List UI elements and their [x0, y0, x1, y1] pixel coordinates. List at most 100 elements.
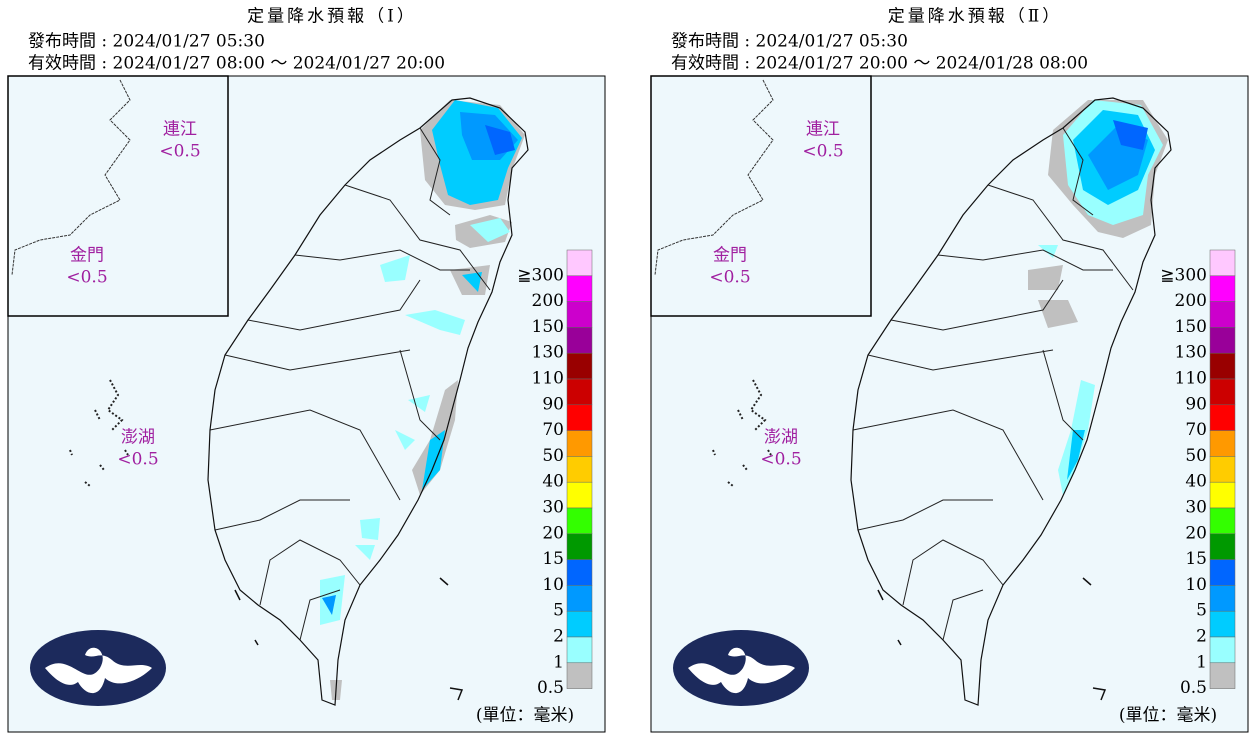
rain-area — [395, 430, 415, 450]
legend-swatch — [1209, 585, 1236, 612]
taiwan-land — [851, 98, 1171, 705]
legend-swatch — [566, 430, 593, 457]
legend-swatch — [1209, 249, 1236, 277]
county-border — [259, 539, 361, 606]
legend-swatch — [1209, 404, 1236, 431]
county-border — [857, 499, 993, 531]
legend-swatch — [1209, 352, 1236, 380]
legend-swatch — [566, 585, 593, 612]
county-border — [867, 349, 1054, 371]
issue-time: 發布時間 : 2024/01/27 05:30 — [671, 32, 908, 52]
legend-label: 110 — [1175, 369, 1207, 389]
county-border — [294, 249, 470, 271]
legend-label: 15 — [542, 549, 564, 569]
legend-label: 90 — [542, 394, 564, 414]
rain-area — [408, 395, 430, 412]
panel-title: 定量降水預報（Ⅰ） — [247, 7, 417, 27]
area-amount: <0.5 — [117, 450, 158, 470]
area-name: 連江 — [806, 120, 840, 140]
legend-swatch — [566, 662, 593, 689]
legend-swatch — [1209, 301, 1236, 328]
county-border — [214, 499, 350, 531]
legend-label: ≧300 — [517, 265, 564, 285]
area-amount: <0.5 — [802, 142, 843, 162]
penghu-islands — [69, 379, 129, 487]
rain-area — [1067, 430, 1085, 480]
legend-label: 130 — [532, 343, 564, 363]
legend-label: 40 — [542, 472, 564, 492]
legend-swatch — [1209, 327, 1236, 354]
legend-swatch — [1209, 636, 1236, 664]
area-name: 澎湖 — [764, 428, 798, 448]
unit-label: (單位：毫米) — [1119, 706, 1217, 726]
legend-swatch — [566, 352, 593, 380]
legend-swatch — [566, 378, 593, 406]
legend-label: 10 — [542, 575, 564, 595]
valid-time: 有效時間 : 2024/01/27 08:00 ～ 2024/01/27 20:… — [28, 54, 445, 74]
area-name: 金門 — [70, 246, 104, 266]
legend-swatch — [566, 456, 593, 483]
area-name: 金門 — [713, 246, 747, 266]
legend-swatch — [1209, 662, 1236, 689]
rain-area — [462, 272, 482, 292]
legend-label: 150 — [1175, 317, 1207, 337]
legend-swatch — [566, 404, 593, 431]
small-islands — [234, 577, 464, 701]
legend-swatch — [566, 636, 593, 664]
legend-swatch — [1209, 610, 1236, 638]
legend-swatch — [566, 610, 593, 638]
area-amount: <0.5 — [709, 268, 750, 288]
legend-swatch — [1209, 430, 1236, 457]
legend-label: 200 — [1175, 291, 1207, 311]
legend-label: 0.5 — [537, 678, 564, 698]
county-border — [1062, 127, 1094, 216]
area-amount: <0.5 — [159, 142, 200, 162]
legend-label: 5 — [553, 601, 564, 621]
legend-swatch — [566, 249, 593, 277]
rain-area — [1038, 300, 1078, 328]
legend-label: 15 — [1185, 549, 1207, 569]
issue-time: 發布時間 : 2024/01/27 05:30 — [28, 32, 265, 52]
legend-label: 2 — [553, 627, 564, 647]
legend-label: 150 — [532, 317, 564, 337]
county-border — [937, 249, 1113, 271]
legend-swatch — [1209, 507, 1236, 535]
county-border — [1042, 349, 1084, 441]
legend-label: 70 — [1185, 420, 1207, 440]
legend-label: 5 — [1196, 601, 1207, 621]
county-border — [399, 349, 441, 441]
legend-label: 90 — [1185, 394, 1207, 414]
rain-area — [360, 518, 380, 540]
area-amount: <0.5 — [760, 450, 801, 470]
legend-label: 50 — [542, 446, 564, 466]
cwa-logo-swirl — [45, 647, 152, 694]
legend-swatch — [1209, 456, 1236, 483]
legend-swatch — [566, 327, 593, 354]
legend-swatch — [1209, 559, 1236, 586]
county-border — [942, 589, 984, 641]
legend-label: 2 — [1196, 627, 1207, 647]
rain-area — [470, 218, 510, 242]
coastline — [654, 79, 774, 276]
legend-label: 70 — [542, 420, 564, 440]
cwa-logo-swirl — [688, 647, 795, 694]
legend-label: 130 — [1175, 343, 1207, 363]
small-islands — [877, 577, 1107, 701]
legend-swatch — [566, 301, 593, 328]
rain-area — [322, 595, 336, 615]
area-name: 澎湖 — [121, 428, 155, 448]
legend-label: 40 — [1185, 472, 1207, 492]
cwa-logo — [673, 630, 809, 706]
legend-label: 1 — [1196, 652, 1207, 672]
county-border — [299, 589, 341, 641]
legend-swatch — [566, 533, 593, 560]
legend-swatch — [1209, 481, 1236, 509]
county-border — [902, 539, 1004, 606]
rain-area — [422, 430, 445, 490]
legend-swatch — [566, 559, 593, 586]
legend-label: 50 — [1185, 446, 1207, 466]
legend-swatch — [566, 507, 593, 535]
county-border — [890, 279, 1064, 331]
